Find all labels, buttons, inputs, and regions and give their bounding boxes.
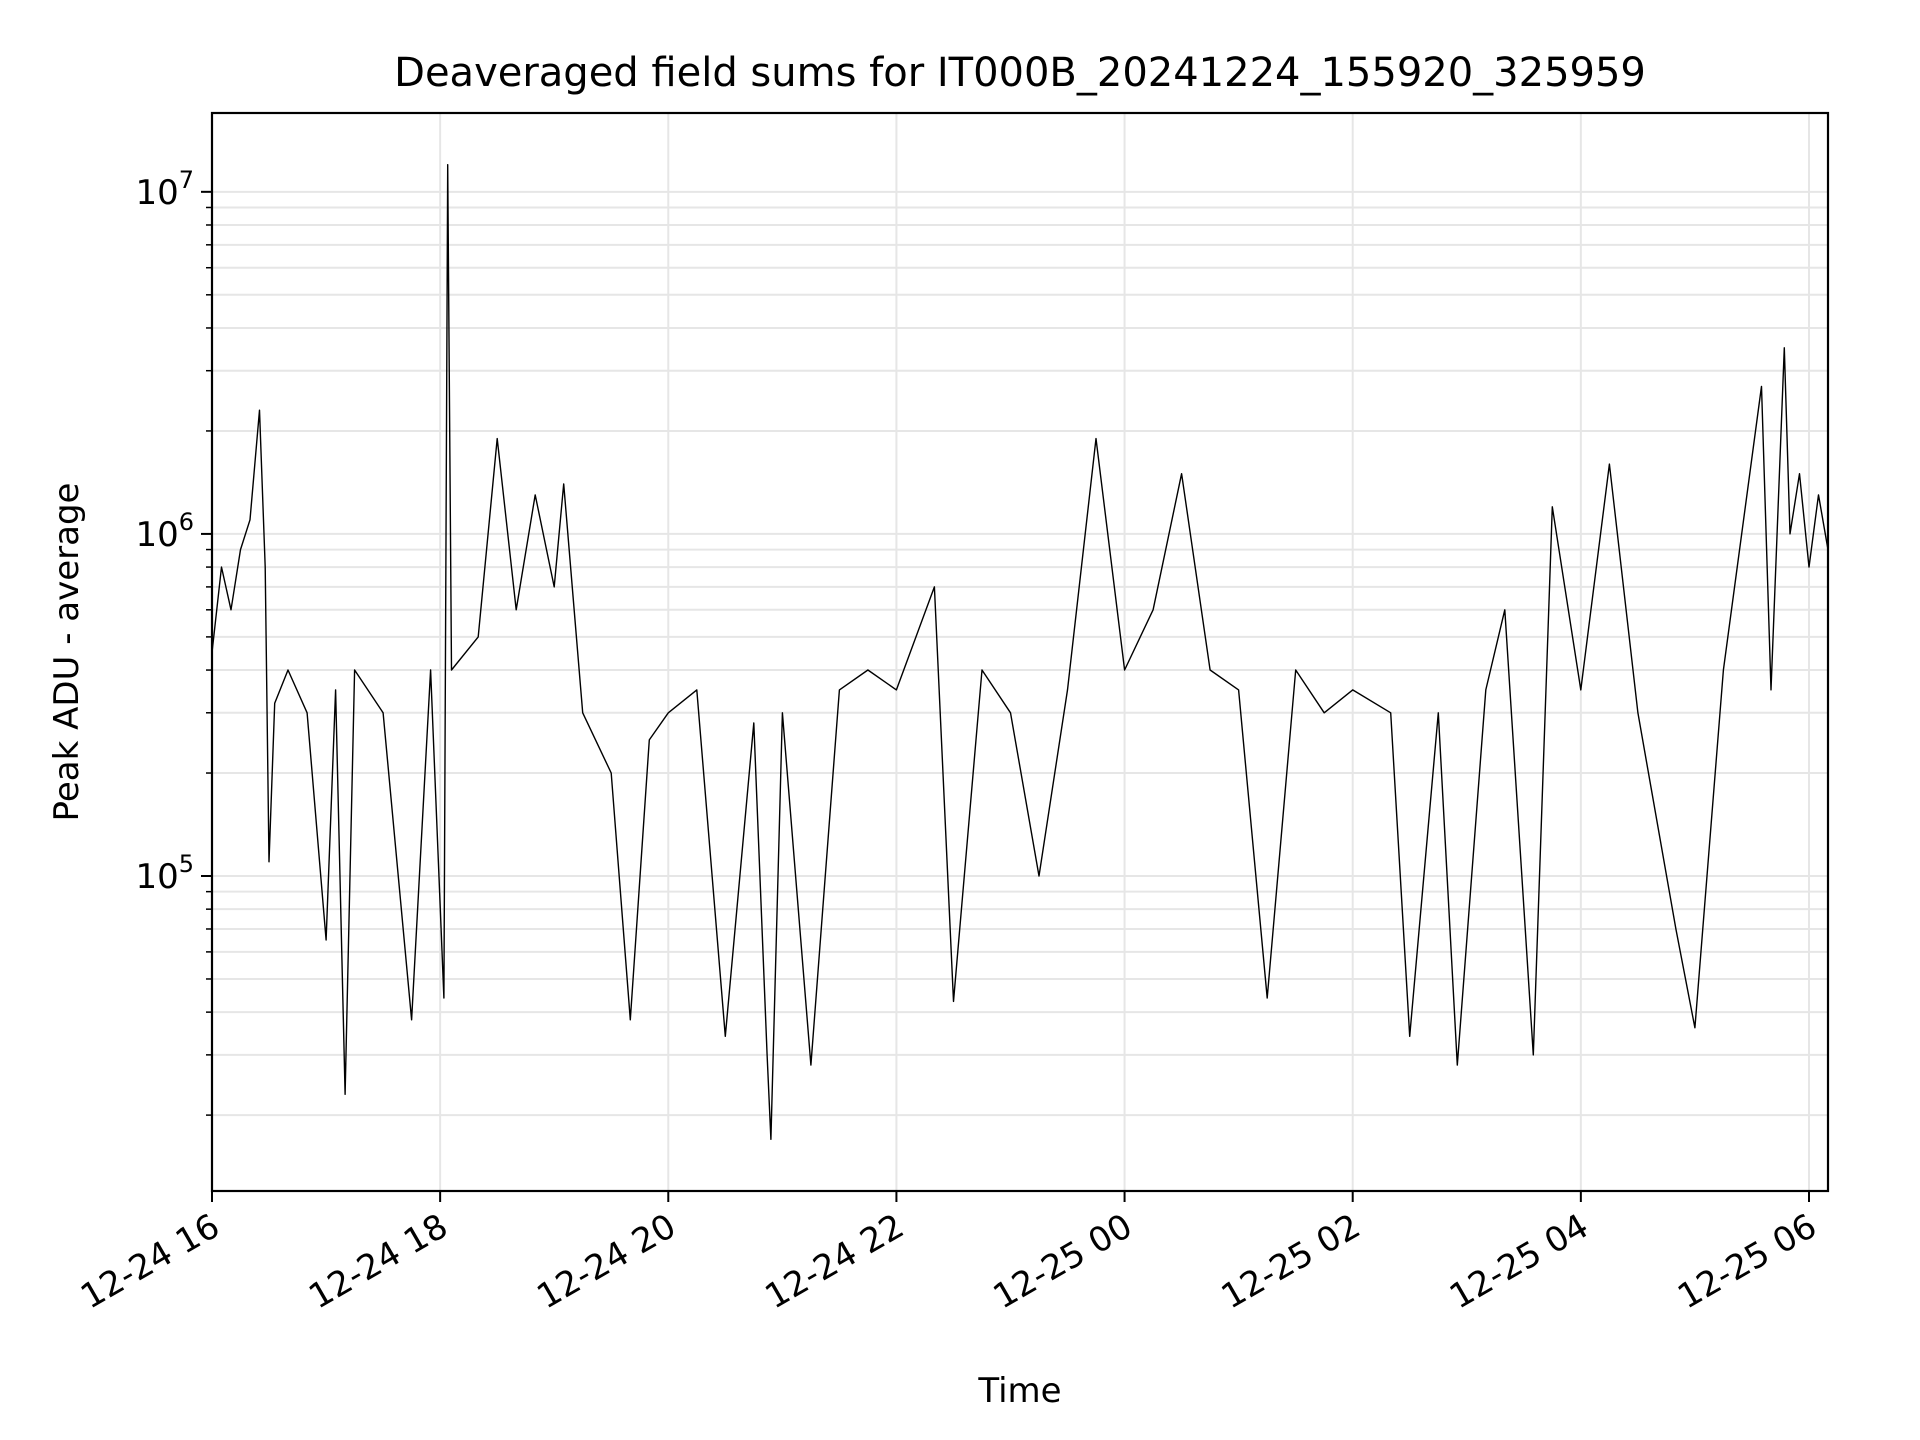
y-tick-label: 105 bbox=[135, 850, 194, 897]
y-tick-label: 107 bbox=[135, 166, 194, 213]
x-axis-label: Time bbox=[977, 1371, 1061, 1411]
y-tick-label: 106 bbox=[135, 508, 194, 555]
grid bbox=[211, 113, 1828, 1191]
plot-frame bbox=[210, 111, 1830, 1193]
series-layer bbox=[211, 164, 1829, 1140]
chart-title: Deaveraged field sums for IT000B_2024122… bbox=[394, 50, 1646, 96]
y-axis: 105 106 107 bbox=[135, 166, 212, 1116]
series-line bbox=[211, 164, 1829, 1140]
y-axis-label: Peak ADU - average bbox=[47, 483, 87, 822]
